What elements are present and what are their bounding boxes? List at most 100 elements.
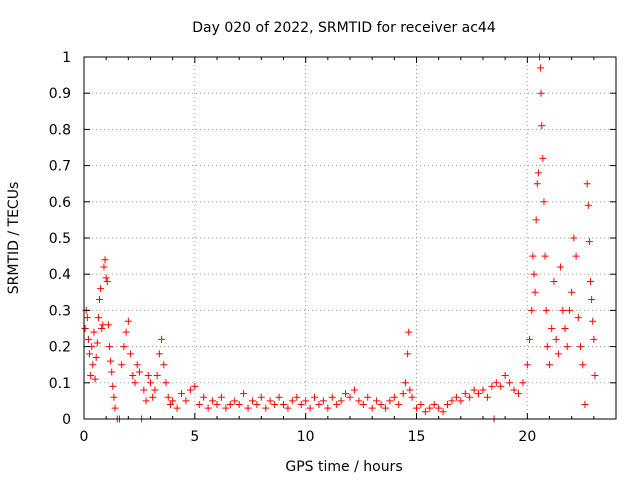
data-point [541, 252, 549, 260]
data-point [373, 397, 381, 405]
y-tick-labels: 0 0.1 0.2 0.3 0.4 0.5 0.6 0.7 0.8 0.9 1 [49, 50, 71, 428]
data-point [355, 397, 363, 405]
data-point [413, 404, 420, 412]
data-point [151, 386, 159, 394]
data-point [133, 361, 141, 369]
data-point [537, 64, 545, 72]
y-tick-label: 0.8 [49, 122, 71, 138]
data-point [501, 372, 509, 380]
y-tick-label: 0.5 [49, 231, 71, 247]
data-point [557, 263, 565, 271]
data-point [131, 379, 139, 387]
data-point [552, 335, 560, 343]
data-point [191, 382, 199, 390]
data-point [173, 404, 181, 412]
data-point [430, 401, 438, 409]
data-point [153, 372, 161, 380]
data-point [565, 306, 573, 314]
data-point [444, 401, 452, 409]
data-point [248, 397, 256, 405]
data-point [546, 361, 553, 369]
data-point [101, 256, 109, 264]
data-point [519, 379, 527, 387]
data-point [514, 390, 522, 398]
data-point [417, 401, 425, 409]
data-point [319, 397, 327, 405]
data-point [570, 234, 578, 242]
data-point [107, 357, 115, 365]
data-point [160, 361, 168, 369]
data-point [350, 386, 358, 394]
data-point [386, 397, 394, 405]
data-point [488, 382, 496, 390]
data-point [526, 335, 534, 343]
data-point [581, 401, 589, 409]
data-point [528, 306, 536, 314]
data-point [142, 397, 150, 405]
data-point [579, 361, 587, 369]
data-point [302, 397, 310, 405]
data-point [98, 325, 106, 332]
data-point [457, 397, 465, 405]
data-point [554, 350, 562, 358]
data-point [333, 401, 341, 409]
data-point [266, 397, 274, 405]
data-point [213, 401, 221, 409]
data-point [435, 404, 443, 412]
data-point [583, 180, 591, 188]
data-point [475, 390, 483, 398]
data-point [585, 238, 593, 246]
data-point [86, 350, 94, 358]
data-point [561, 325, 569, 332]
data-point [164, 393, 172, 401]
y-tick-label: 1 [62, 50, 71, 66]
data-point [280, 401, 287, 409]
data-point [275, 393, 283, 401]
data-point [195, 401, 203, 409]
data-point [532, 216, 540, 224]
data-point [253, 401, 261, 409]
data-point [543, 343, 551, 351]
data-point [166, 401, 174, 409]
data-point [588, 296, 596, 304]
data-point [144, 372, 152, 380]
data-points [81, 53, 599, 423]
data-point [127, 350, 135, 358]
data-point [346, 393, 354, 401]
data-point [448, 397, 456, 405]
data-point [574, 314, 582, 322]
data-point [102, 274, 110, 282]
data-point [288, 397, 296, 405]
data-point [324, 404, 332, 412]
data-point [122, 328, 130, 336]
data-point [271, 401, 279, 409]
data-point [92, 353, 100, 361]
data-point [421, 408, 429, 416]
y-tick-label: 0.6 [49, 195, 71, 211]
data-point [262, 404, 270, 412]
data-point [120, 343, 128, 351]
data-point [563, 343, 571, 351]
axis-ticks [83, 56, 616, 420]
data-point [559, 306, 567, 314]
data-point [81, 325, 89, 332]
data-point [315, 401, 323, 409]
data-point [244, 404, 252, 412]
data-point [537, 89, 545, 97]
data-point [337, 397, 345, 405]
y-tick-label: 0.4 [49, 267, 71, 283]
data-point [235, 401, 243, 409]
data-point [506, 379, 514, 387]
y-tick-label: 0.7 [49, 159, 71, 175]
data-point [589, 317, 597, 325]
data-point [364, 393, 372, 401]
data-point [381, 404, 389, 412]
data-point [297, 401, 305, 409]
data-point [158, 335, 166, 343]
data-point [147, 379, 154, 387]
data-point [87, 372, 95, 380]
data-point [531, 288, 539, 296]
data-point [587, 277, 595, 285]
data-point [306, 404, 314, 412]
